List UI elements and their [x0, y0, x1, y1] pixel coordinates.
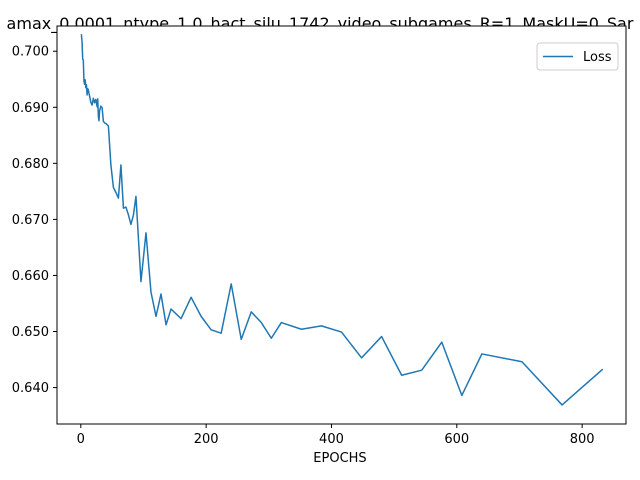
legend: Loss [536, 42, 619, 71]
x-tick-label: 600 [444, 432, 469, 447]
y-tick-label: 0.680 [12, 157, 49, 172]
plot-background [57, 26, 626, 424]
series-layer [80, 34, 604, 406]
x-axis-ticks: 0 200 400 600 800 [77, 424, 595, 447]
x-tick-label: 800 [570, 432, 595, 447]
y-tick-label: 0.640 [12, 381, 49, 396]
y-tick-label: 0.670 [12, 213, 49, 228]
legend-box [536, 42, 619, 71]
x-tick-label: 0 [77, 432, 85, 447]
y-tick-label: 0.650 [12, 325, 49, 340]
y-tick-label: 0.660 [12, 269, 49, 284]
y-tick-label: 0.700 [12, 45, 49, 60]
series-line-loss [80, 34, 604, 406]
legend-label-loss: Loss [583, 50, 612, 65]
y-tick-label: 0.690 [12, 101, 49, 116]
x-axis-label: EPOCHS [313, 451, 366, 466]
axes-frame [56, 25, 627, 425]
x-tick-label: 400 [319, 432, 344, 447]
y-axis-ticks: 0.640 0.650 0.660 0.670 0.680 0.690 0.700 [12, 45, 57, 396]
plot-area [57, 26, 626, 424]
x-tick-label: 200 [194, 432, 219, 447]
